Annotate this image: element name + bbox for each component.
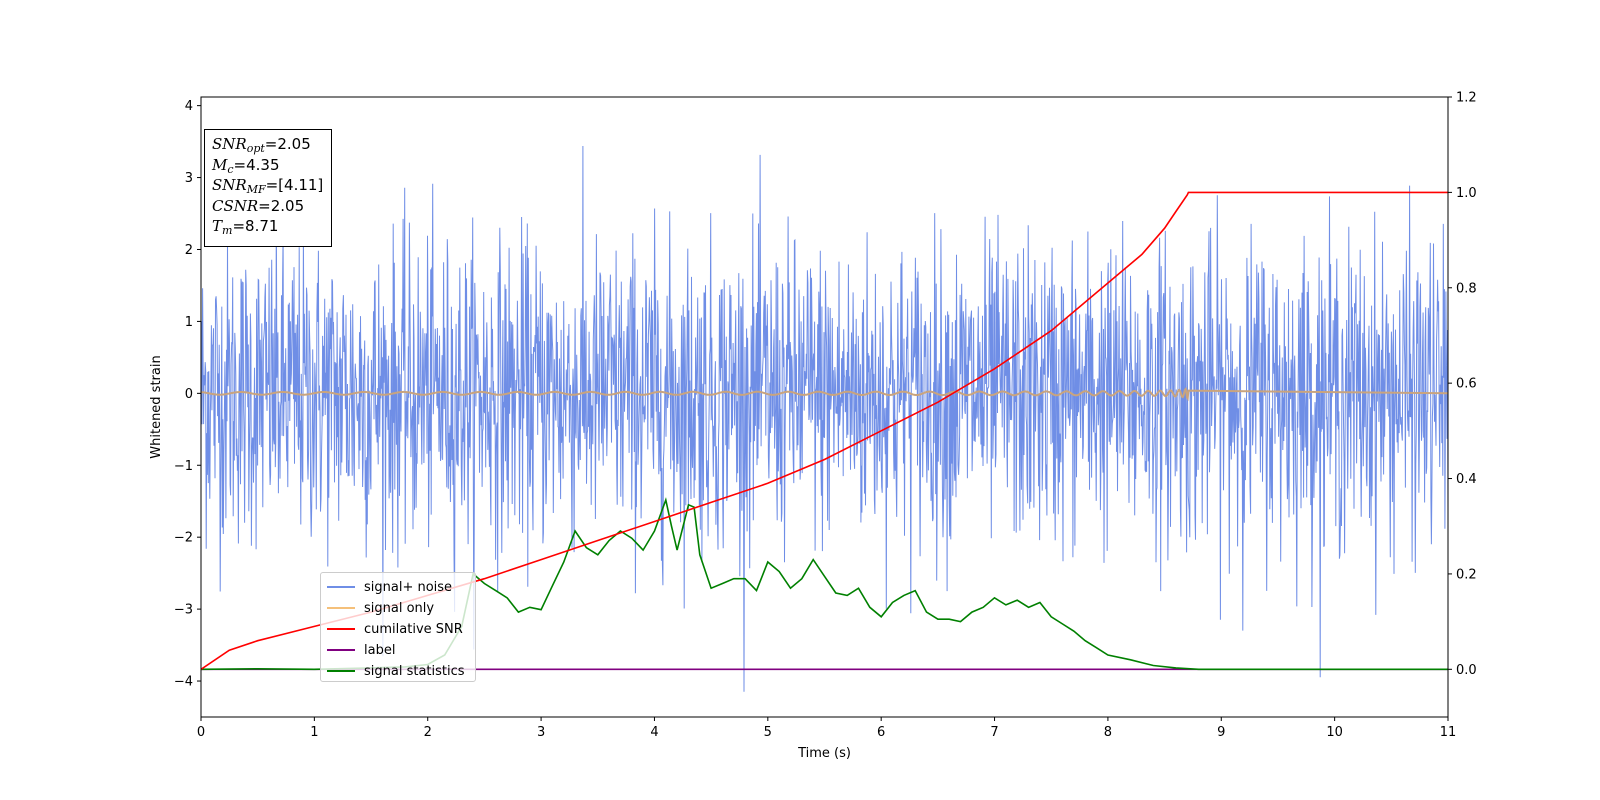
- chirp-mass-value: =4.35: [233, 155, 280, 174]
- legend-label: signal statistics: [364, 663, 465, 679]
- legend-swatch: [327, 586, 355, 588]
- legend-swatch: [327, 670, 355, 672]
- legend-item-signal-statistics: signal statistics: [327, 661, 465, 681]
- y-tick-label: −1: [174, 459, 193, 474]
- x-tick-label: 7: [990, 725, 998, 740]
- x-tick-label: 5: [764, 725, 772, 740]
- legend-item-signal-noise: signal+ noise: [327, 577, 452, 597]
- y2-tick-label: 0.0: [1456, 663, 1477, 678]
- y2-tick-label: 1.2: [1456, 91, 1477, 106]
- y-tick-label: −4: [174, 675, 193, 690]
- y-axis-label: Whitened strain: [149, 355, 164, 458]
- plot-frame: [200, 96, 1449, 718]
- parameter-annotation-box: SNRopt=2.05 Mc=4.35 SNRMF=[4.11] CSNR=2.…: [204, 129, 332, 247]
- legend-label: signal+ noise: [364, 579, 453, 595]
- y-tick-label: −3: [174, 603, 193, 618]
- y2-tick-label: 1.0: [1456, 186, 1477, 201]
- y2-tick-label: 0.8: [1456, 281, 1477, 296]
- x-tick-label: 8: [1104, 725, 1112, 740]
- y2-tick-label: 0.6: [1456, 377, 1477, 392]
- legend: signal+ noise signal only cumilative SNR…: [320, 572, 476, 682]
- legend-swatch: [327, 628, 355, 630]
- legend-label: signal only: [364, 600, 435, 616]
- y2-tick-label: 0.2: [1456, 567, 1477, 582]
- snr-mf-line: SNRMF=[4.11]: [212, 176, 324, 196]
- x-tick-label: 11: [1440, 725, 1457, 740]
- y-tick-label: −2: [174, 531, 193, 546]
- y-tick-label: 1: [185, 315, 193, 330]
- x-tick-label: 9: [1217, 725, 1225, 740]
- legend-item-cumulative-snr: cumilative SNR: [327, 619, 463, 639]
- y-tick-label: 4: [185, 99, 193, 114]
- chirp-mass-line: Mc=4.35: [212, 155, 280, 176]
- x-tick-label: 1: [310, 725, 318, 740]
- series-signal-statistics-line: [201, 497, 1448, 671]
- merger-time-line: Tm=8.71: [212, 217, 279, 237]
- legend-item-label: label: [327, 640, 395, 660]
- csnr-line: CSNR=2.05: [212, 196, 305, 215]
- y-tick-label: 0: [185, 387, 193, 402]
- series-signal-only-line: [201, 387, 1448, 402]
- x-tick-label: 10: [1326, 725, 1343, 740]
- y-tick-label: 2: [185, 243, 193, 258]
- x-tick-label: 4: [650, 725, 658, 740]
- merger-time-value: =8.71: [232, 217, 279, 235]
- x-tick-label: 2: [424, 725, 432, 740]
- y2-tick-label: 0.4: [1456, 472, 1477, 487]
- legend-label: label: [364, 642, 396, 658]
- x-axis-label: Time (s): [797, 746, 851, 761]
- legend-swatch: [327, 649, 355, 651]
- x-tick-label: 6: [877, 725, 885, 740]
- legend-item-signal-only: signal only: [327, 598, 434, 618]
- csnr-value: =2.05: [258, 196, 305, 215]
- snr-opt-line: SNRopt=2.05: [212, 135, 311, 155]
- x-tick-label: 3: [537, 725, 545, 740]
- series-signal-noise-line: [201, 145, 1448, 692]
- legend-label: cumilative SNR: [364, 621, 463, 637]
- snr-mf-value: =[4.11]: [265, 176, 324, 194]
- snr-opt-value: =2.05: [264, 135, 311, 153]
- x-tick-label: 0: [197, 725, 205, 740]
- legend-swatch: [327, 607, 355, 609]
- y-tick-label: 3: [185, 171, 193, 186]
